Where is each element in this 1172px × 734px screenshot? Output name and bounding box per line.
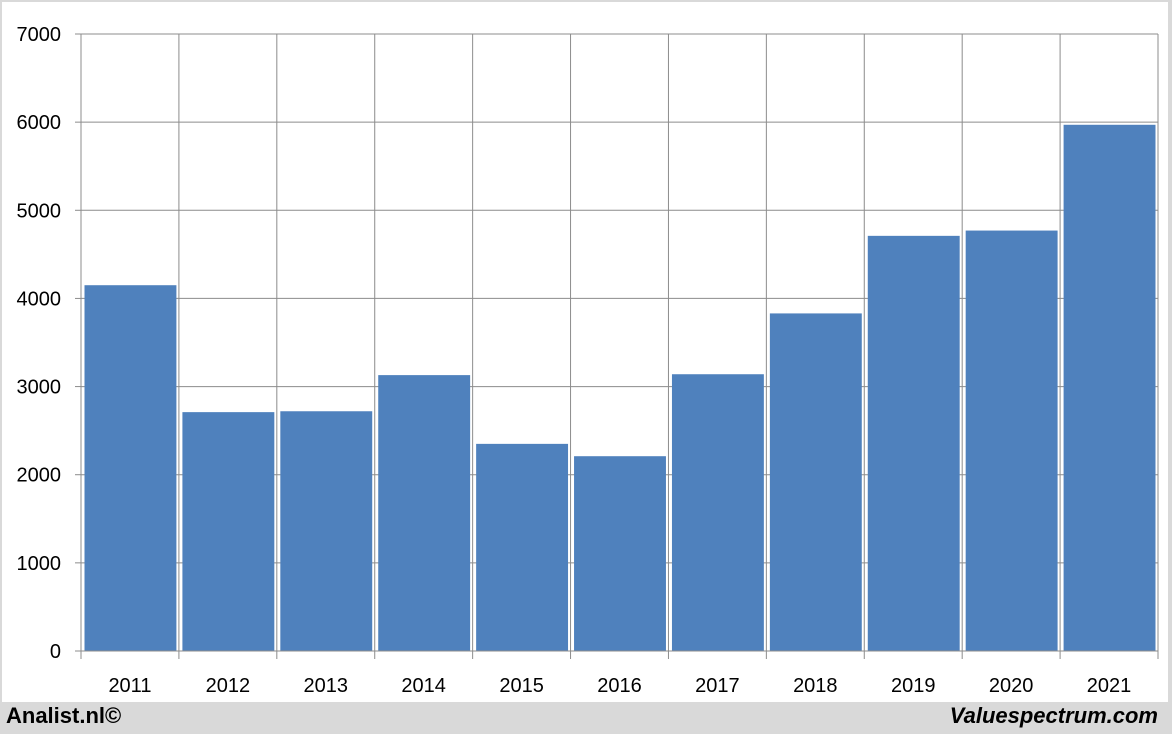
bar xyxy=(867,235,960,651)
x-tick-label: 2011 xyxy=(108,675,151,697)
bar xyxy=(182,412,275,651)
y-tick-label: 4000 xyxy=(17,288,62,310)
bar xyxy=(965,230,1058,651)
footer-source-right: Valuespectrum.com xyxy=(949,703,1158,728)
y-tick-label: 0 xyxy=(50,641,61,663)
axes xyxy=(75,33,1158,652)
y-tick-label: 6000 xyxy=(17,112,62,134)
bar xyxy=(476,443,569,651)
x-tick-label: 2013 xyxy=(304,675,349,697)
x-tick-label: 2014 xyxy=(401,675,446,697)
x-tick-label: 2016 xyxy=(597,675,642,697)
footer-source-left: Analist.nl© xyxy=(6,703,122,728)
grid-lines xyxy=(80,33,1159,659)
bar xyxy=(769,313,862,651)
bars xyxy=(84,124,1156,652)
chart-frame: 0 1000 2000 3000 4000 5000 6000 7000 2011 2012 20… xyxy=(2,2,1168,702)
bar xyxy=(1063,124,1156,652)
y-tick-labels: 0 1000 2000 3000 4000 5000 6000 7000 xyxy=(17,24,62,663)
y-tick-label: 3000 xyxy=(17,377,62,399)
x-tick-label: 2019 xyxy=(891,675,936,697)
x-tick-label: 2012 xyxy=(206,675,251,697)
y-tick-label: 1000 xyxy=(17,553,62,575)
x-tick-labels: 2011 2012 2013 2014 2015 2016 2017 2018 2019 2020… xyxy=(108,675,1131,697)
x-tick-label: 2017 xyxy=(695,675,740,697)
bar xyxy=(574,456,666,651)
x-tick-label: 2021 xyxy=(1087,675,1132,697)
x-tick-label: 2020 xyxy=(989,675,1034,697)
x-tick-label: 2018 xyxy=(793,675,838,697)
y-tick-label: 5000 xyxy=(17,200,62,222)
bar xyxy=(280,411,373,651)
x-tick-label: 2015 xyxy=(499,675,544,697)
y-tick-label: 7000 xyxy=(17,24,62,46)
bar xyxy=(378,375,471,651)
bar xyxy=(671,374,764,651)
y-tick-label: 2000 xyxy=(17,465,62,487)
bar xyxy=(84,285,177,651)
